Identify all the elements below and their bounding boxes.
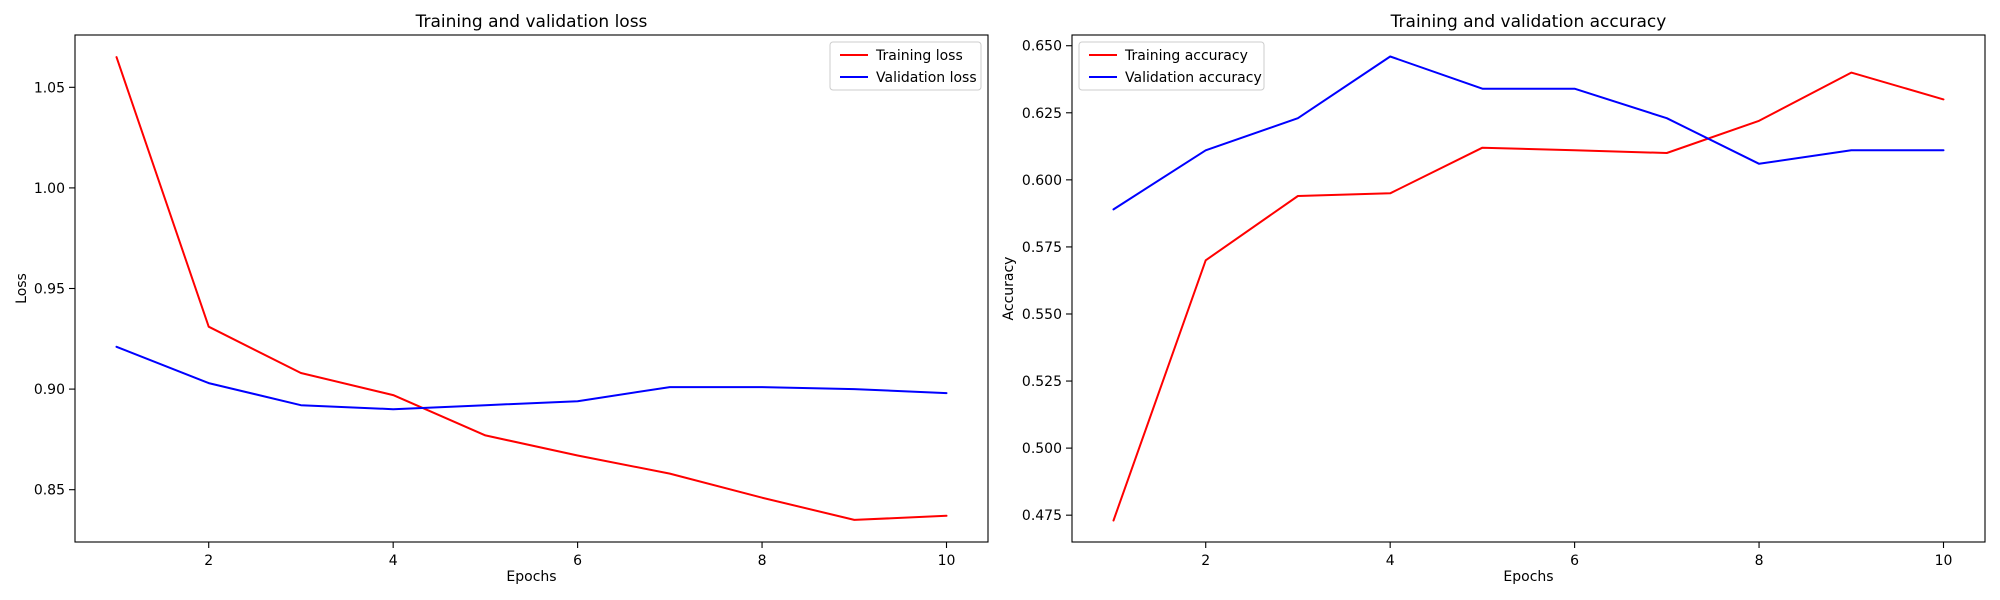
- loss-x-tick-label: 6: [573, 553, 582, 569]
- loss-x-axis-label: Epochs: [506, 569, 556, 585]
- loss-y-tick-label: 0.90: [34, 382, 65, 398]
- accuracy-legend-box: [1078, 41, 1265, 91]
- accuracy-y-axis-label: Accuracy: [1001, 257, 1017, 321]
- validation-loss-legend-label: Validation loss: [876, 70, 977, 86]
- accuracy-legend: Training accuracy Validation accuracy: [1078, 41, 1265, 91]
- loss-y-tick-label: 1.05: [34, 80, 65, 96]
- accuracy-x-ticks: 2 4 6 8 10: [1201, 542, 1952, 569]
- training-accuracy-line: [1112, 71, 1945, 522]
- accuracy-x-axis-label: Epochs: [1503, 569, 1553, 585]
- loss-series-lines: [115, 56, 948, 521]
- accuracy-y-tick-label: 0.600: [1022, 173, 1062, 189]
- accuracy-y-tick-label: 0.650: [1022, 39, 1062, 55]
- loss-y-tick-label: 1.00: [34, 181, 65, 197]
- loss-x-tick-label: 2: [204, 553, 213, 569]
- accuracy-y-tick-label: 0.625: [1022, 106, 1062, 122]
- loss-x-tick-label: 10: [938, 553, 956, 569]
- loss-y-tick-label: 0.95: [34, 282, 65, 298]
- accuracy-chart-title: Training and validation accuracy: [1390, 12, 1667, 32]
- accuracy-x-tick-label: 4: [1386, 553, 1395, 569]
- loss-plot-frame: [74, 34, 989, 543]
- loss-y-tick-label: 0.85: [34, 483, 65, 499]
- loss-x-tick-label: 4: [389, 553, 398, 569]
- loss-legend: Training loss Validation loss: [829, 41, 982, 91]
- training-loss-line: [115, 56, 948, 521]
- training-accuracy-legend-label: Training accuracy: [1124, 48, 1248, 64]
- training-loss-legend-label: Training loss: [875, 48, 963, 64]
- loss-chart: Training and validation loss 2 4 6 8 10 0.85…: [14, 12, 989, 585]
- accuracy-x-tick-label: 6: [1570, 553, 1579, 569]
- accuracy-y-tick-label: 0.475: [1022, 508, 1062, 524]
- accuracy-chart: Training and validation accuracy 2 4 6 8 10 …: [1001, 12, 1986, 585]
- loss-x-tick-label: 8: [758, 553, 767, 569]
- accuracy-y-tick-label: 0.525: [1022, 374, 1062, 390]
- accuracy-x-tick-label: 8: [1755, 553, 1764, 569]
- loss-y-ticks: 0.85 0.90 0.95 1.00 1.05: [34, 80, 75, 499]
- loss-y-axis-label: Loss: [14, 273, 30, 304]
- loss-chart-title: Training and validation loss: [415, 12, 648, 32]
- validation-accuracy-line: [1112, 55, 1945, 211]
- accuracy-y-tick-label: 0.550: [1022, 307, 1062, 323]
- loss-x-ticks: 2 4 6 8 10: [204, 542, 955, 569]
- accuracy-plot-frame: [1071, 34, 1986, 543]
- accuracy-y-ticks: 0.475 0.500 0.525 0.550 0.575 0.600 0.625 0.650: [1022, 39, 1072, 524]
- validation-accuracy-legend-label: Validation accuracy: [1125, 70, 1262, 86]
- accuracy-y-tick-label: 0.575: [1022, 240, 1062, 256]
- accuracy-series-lines: [1112, 55, 1945, 522]
- accuracy-x-tick-label: 10: [1935, 553, 1953, 569]
- accuracy-y-tick-label: 0.500: [1022, 441, 1062, 457]
- validation-loss-line: [115, 345, 948, 411]
- accuracy-x-tick-label: 2: [1201, 553, 1210, 569]
